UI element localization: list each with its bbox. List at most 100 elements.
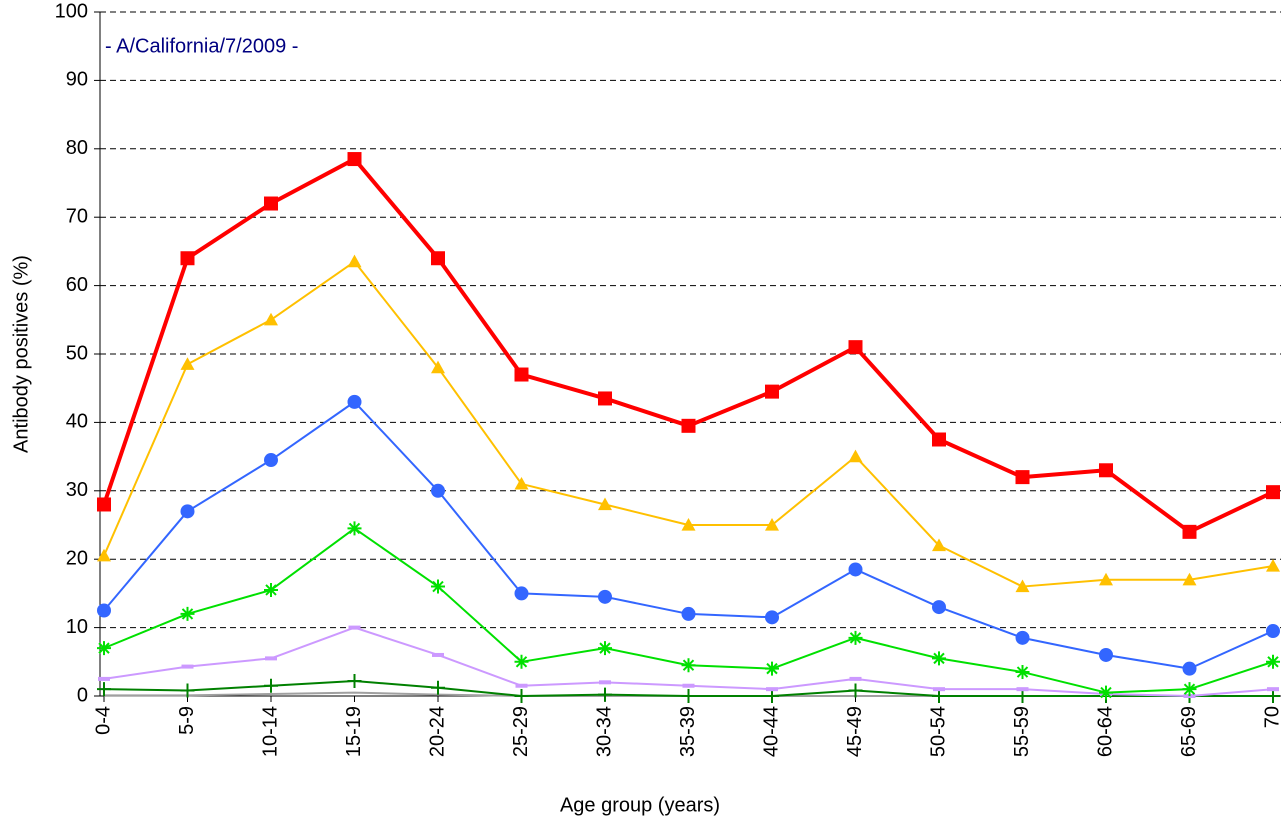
marker xyxy=(932,651,946,666)
marker xyxy=(431,680,445,695)
marker xyxy=(1015,470,1030,485)
marker xyxy=(1015,630,1030,645)
marker xyxy=(932,600,946,615)
marker xyxy=(515,683,528,688)
x-tick-label: 10-14 xyxy=(259,706,281,757)
marker xyxy=(681,606,696,621)
x-axis-label: Age group (years) xyxy=(560,794,720,816)
marker xyxy=(765,384,779,399)
annotation: - A/California/7/2009 - xyxy=(105,35,298,57)
marker xyxy=(347,521,362,536)
marker xyxy=(97,603,111,618)
y-tick-label: 100 xyxy=(55,0,88,22)
marker xyxy=(348,625,361,630)
marker xyxy=(848,630,863,645)
marker xyxy=(264,678,278,693)
y-tick-label: 90 xyxy=(66,69,88,91)
marker xyxy=(1099,463,1113,478)
y-tick-label: 20 xyxy=(66,547,88,569)
x-tick-label: 60-64 xyxy=(1094,706,1116,757)
x-tick-label: 15-19 xyxy=(343,706,365,757)
marker xyxy=(1099,572,1113,586)
marker xyxy=(932,432,946,447)
x-tick-label: 50-54 xyxy=(927,706,949,757)
x-tick-label: 30-34 xyxy=(593,706,615,757)
marker xyxy=(264,582,278,597)
y-tick-label: 30 xyxy=(66,479,88,501)
marker xyxy=(1015,665,1030,680)
marker xyxy=(431,251,445,266)
marker xyxy=(848,683,863,698)
marker xyxy=(514,586,529,601)
marker xyxy=(1015,579,1030,593)
marker xyxy=(598,497,612,511)
marker xyxy=(598,589,612,604)
marker xyxy=(849,676,862,681)
marker xyxy=(1182,682,1197,697)
marker xyxy=(681,518,696,531)
x-tick-label: 5-9 xyxy=(176,706,198,735)
x-tick-label: 55-59 xyxy=(1011,706,1033,757)
x-tick-label: 0-4 xyxy=(92,706,114,735)
y-tick-label: 50 xyxy=(66,342,88,364)
marker xyxy=(1015,689,1030,703)
marker xyxy=(765,610,779,625)
marker xyxy=(514,476,529,490)
y-tick-label: 60 xyxy=(66,274,88,296)
marker xyxy=(431,360,445,374)
marker xyxy=(180,683,195,698)
marker xyxy=(180,357,195,370)
marker xyxy=(97,497,111,512)
marker xyxy=(598,641,612,656)
marker xyxy=(98,676,110,681)
marker xyxy=(933,687,945,692)
series-line xyxy=(102,157,1274,534)
marker xyxy=(848,340,863,355)
marker xyxy=(1016,687,1029,692)
marker xyxy=(681,418,696,433)
marker xyxy=(932,689,946,703)
marker xyxy=(431,579,445,594)
marker xyxy=(431,483,445,498)
marker xyxy=(682,683,695,688)
marker xyxy=(97,548,111,562)
marker xyxy=(765,689,779,703)
marker xyxy=(264,312,278,326)
marker xyxy=(1266,689,1280,703)
marker xyxy=(681,658,696,673)
marker xyxy=(514,367,529,382)
x-tick-label: 40-44 xyxy=(760,706,782,757)
marker xyxy=(598,687,612,702)
x-tick-label: 70 xyxy=(1261,706,1281,728)
x-tick-label: 25-29 xyxy=(510,706,532,757)
marker xyxy=(180,504,195,519)
marker xyxy=(1266,624,1280,639)
marker xyxy=(347,254,362,268)
marker xyxy=(1099,685,1113,700)
marker xyxy=(599,680,611,685)
marker xyxy=(681,689,696,703)
marker xyxy=(932,538,946,552)
marker xyxy=(514,654,529,669)
marker xyxy=(1266,559,1280,572)
marker xyxy=(1099,647,1113,662)
marker xyxy=(848,449,863,463)
y-tick-label: 10 xyxy=(66,616,88,638)
y-tick-label: 0 xyxy=(77,684,88,706)
x-tick-label: 35-39 xyxy=(677,706,699,757)
marker xyxy=(1267,687,1279,692)
marker xyxy=(264,453,278,468)
marker xyxy=(432,652,444,657)
marker xyxy=(180,606,195,621)
marker xyxy=(1182,661,1197,676)
marker xyxy=(765,661,779,676)
marker xyxy=(1266,654,1280,669)
marker xyxy=(766,687,778,692)
marker xyxy=(765,518,779,531)
x-tick-label: 45-49 xyxy=(844,706,866,757)
y-axis-label: Antibody positives (%) xyxy=(10,255,32,453)
marker xyxy=(265,656,277,661)
y-tick-label: 40 xyxy=(66,411,88,433)
